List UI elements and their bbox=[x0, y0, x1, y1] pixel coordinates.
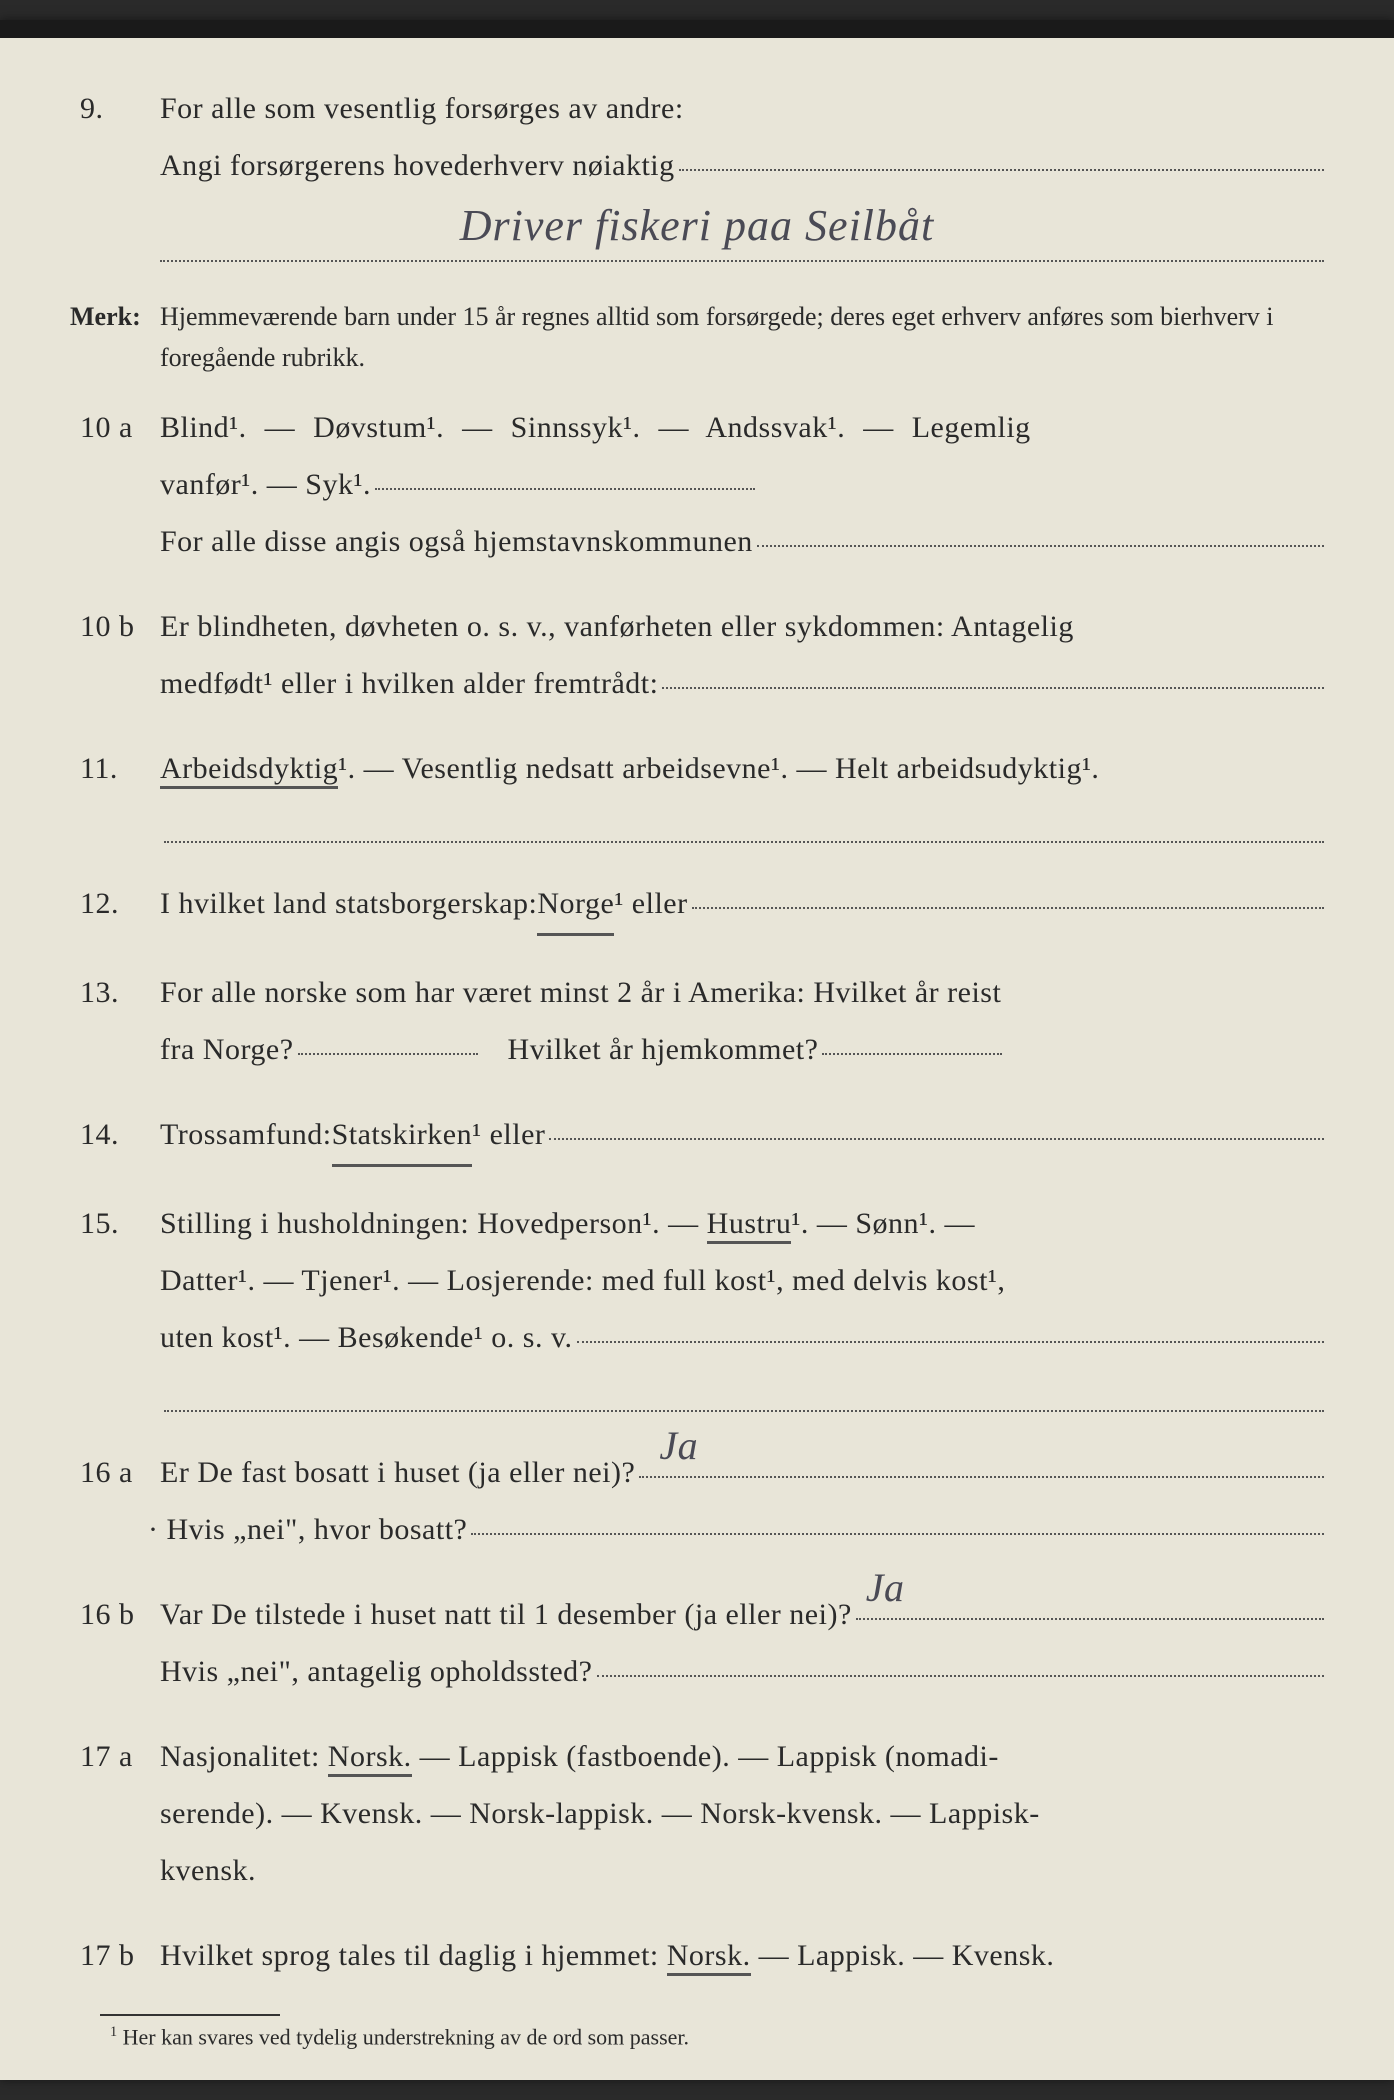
q17b-prefix: Hvilket sprog tales til daglig i hjemmet… bbox=[160, 1939, 667, 1972]
question-15: 15. Stilling i husholdningen: Hovedperso… bbox=[70, 1195, 1324, 1416]
question-17b: 17 b Hvilket sprog tales til daglig i hj… bbox=[70, 1927, 1324, 1984]
q12-number: 12. bbox=[70, 875, 160, 932]
question-11: 11. Arbeidsdyktig¹. — Vesentlig nedsatt … bbox=[70, 740, 1324, 847]
merk-text: Hjemmeværende barn under 15 år regnes al… bbox=[160, 296, 1324, 379]
dotted-line bbox=[597, 1647, 1325, 1677]
dotted-line bbox=[549, 1110, 1324, 1140]
q15-number: 15. bbox=[70, 1195, 160, 1252]
q12-prefix: I hvilket land statsborgerskap: bbox=[160, 875, 537, 932]
page-top-edge bbox=[0, 20, 1394, 38]
merk-note: Merk: Hjemmeværende barn under 15 år reg… bbox=[70, 296, 1324, 379]
q9-line1: For alle som vesentlig forsørges av andr… bbox=[160, 80, 1324, 137]
q10b-line2: medfødt¹ eller i hvilken alder fremtrådt… bbox=[160, 655, 658, 712]
dotted-line: Ja bbox=[856, 1590, 1324, 1620]
dotted-line bbox=[662, 659, 1324, 689]
dotted-line bbox=[471, 1505, 1324, 1535]
q15-line2: Datter¹. — Tjener¹. — Losjerende: med fu… bbox=[160, 1252, 1324, 1309]
q14-number: 14. bbox=[70, 1106, 160, 1163]
q16b-number: 16 b bbox=[70, 1586, 160, 1643]
question-10a: 10 a Blind¹. — Døvstum¹. — Sinnssyk¹. — … bbox=[70, 399, 1324, 570]
question-10b: 10 b Er blindheten, døvheten o. s. v., v… bbox=[70, 598, 1324, 712]
question-16a: 16 a Er De fast bosatt i huset (ja eller… bbox=[70, 1444, 1324, 1558]
q15-underlined: Hustru bbox=[707, 1207, 792, 1244]
q13-number: 13. bbox=[70, 964, 160, 1021]
q17a-line2: serende). — Kvensk. — Norsk-lappisk. — N… bbox=[160, 1785, 1324, 1842]
q17a-number: 17 a bbox=[70, 1728, 160, 1785]
footnote-text: Her kan svares ved tydelig understreknin… bbox=[123, 2024, 689, 2049]
q9-handwritten-answer: Driver fiskeri paa Seilbåt bbox=[450, 201, 945, 250]
q10a-line3: For alle disse angis også hjemstavnskomm… bbox=[160, 513, 753, 570]
dotted-line bbox=[375, 460, 755, 490]
q17b-number: 17 b bbox=[70, 1927, 160, 1984]
dotted-line bbox=[679, 141, 1324, 171]
question-12: 12. I hvilket land statsborgerskap: Norg… bbox=[70, 875, 1324, 936]
footnote: 1 Her kan svares ved tydelig understrekn… bbox=[70, 2014, 1324, 2050]
question-13: 13. For alle norske som har været minst … bbox=[70, 964, 1324, 1078]
q13-line2b: Hvilket år hjemkommet? bbox=[508, 1021, 819, 1078]
q15-line1b: ¹. — Sønn¹. — bbox=[791, 1207, 975, 1240]
q14-after: ¹ eller bbox=[472, 1106, 545, 1163]
dotted-line bbox=[692, 879, 1324, 909]
dotted-line bbox=[757, 517, 1324, 547]
q17a-underlined: Norsk. bbox=[328, 1740, 412, 1777]
q10a-number: 10 a bbox=[70, 399, 160, 456]
q16a-line1: Er De fast bosatt i huset (ja eller nei)… bbox=[160, 1444, 635, 1501]
merk-label: Merk: bbox=[70, 296, 160, 338]
q17b-underlined: Norsk. bbox=[667, 1939, 751, 1976]
q14-underlined: Statskirken bbox=[332, 1106, 473, 1167]
q11-underlined: Arbeidsdyktig bbox=[160, 752, 338, 789]
question-16b: 16 b Var De tilstede i huset natt til 1 … bbox=[70, 1586, 1324, 1700]
q11-rest: ¹. — Vesentlig nedsatt arbeidsevne¹. — H… bbox=[338, 752, 1099, 785]
q17b-after: — Lappisk. — Kvensk. bbox=[751, 1939, 1055, 1972]
q14-prefix: Trossamfund: bbox=[160, 1106, 332, 1163]
dotted-line bbox=[164, 1382, 1324, 1412]
dotted-line bbox=[298, 1025, 478, 1055]
footnote-rule bbox=[100, 2014, 280, 2016]
q16a-handwritten-answer: Ja bbox=[659, 1408, 698, 1484]
footnote-sup: 1 bbox=[110, 2024, 117, 2040]
dotted-line: Ja bbox=[639, 1448, 1324, 1478]
dotted-line bbox=[577, 1313, 1324, 1343]
q12-after: ¹ eller bbox=[614, 875, 687, 932]
q16b-handwritten-answer: Ja bbox=[866, 1550, 905, 1626]
q10a-line2: vanfør¹. — Syk¹. bbox=[160, 456, 371, 513]
q15-line3: uten kost¹. — Besøkende¹ o. s. v. bbox=[160, 1309, 573, 1366]
q9-number: 9. bbox=[70, 80, 160, 137]
q15-line1a: Stilling i husholdningen: Hovedperson¹. … bbox=[160, 1207, 707, 1240]
q16a-number: 16 a bbox=[70, 1444, 160, 1501]
question-17a: 17 a Nasjonalitet: Norsk. — Lappisk (fas… bbox=[70, 1728, 1324, 1899]
q16b-line2: Hvis „nei", antagelig opholdssted? bbox=[160, 1643, 593, 1700]
question-14: 14. Trossamfund: Statskirken ¹ eller bbox=[70, 1106, 1324, 1167]
q10a-line1: Blind¹. — Døvstum¹. — Sinnssyk¹. — Andss… bbox=[160, 399, 1324, 456]
q10b-number: 10 b bbox=[70, 598, 160, 655]
dotted-line bbox=[160, 260, 1324, 262]
dotted-line bbox=[822, 1025, 1002, 1055]
q16a-line2: Hvis „nei", hvor bosatt? bbox=[167, 1501, 468, 1558]
q12-underlined: Norge bbox=[537, 875, 614, 936]
question-9: 9. For alle som vesentlig forsørges av a… bbox=[70, 80, 1324, 268]
q17a-line3: kvensk. bbox=[160, 1842, 1324, 1899]
q13-line1: For alle norske som har været minst 2 år… bbox=[160, 964, 1324, 1021]
census-form-page: 9. For alle som vesentlig forsørges av a… bbox=[0, 20, 1394, 2080]
q16b-line1: Var De tilstede i huset natt til 1 desem… bbox=[160, 1586, 852, 1643]
q17a-line1b: — Lappisk (fastboende). — Lappisk (nomad… bbox=[412, 1740, 999, 1773]
q11-number: 11. bbox=[70, 740, 160, 797]
q10b-line1: Er blindheten, døvheten o. s. v., vanfør… bbox=[160, 598, 1324, 655]
q17a-line1a: Nasjonalitet: bbox=[160, 1740, 328, 1773]
q13-line2a: fra Norge? bbox=[160, 1021, 294, 1078]
dotted-line bbox=[164, 813, 1324, 843]
